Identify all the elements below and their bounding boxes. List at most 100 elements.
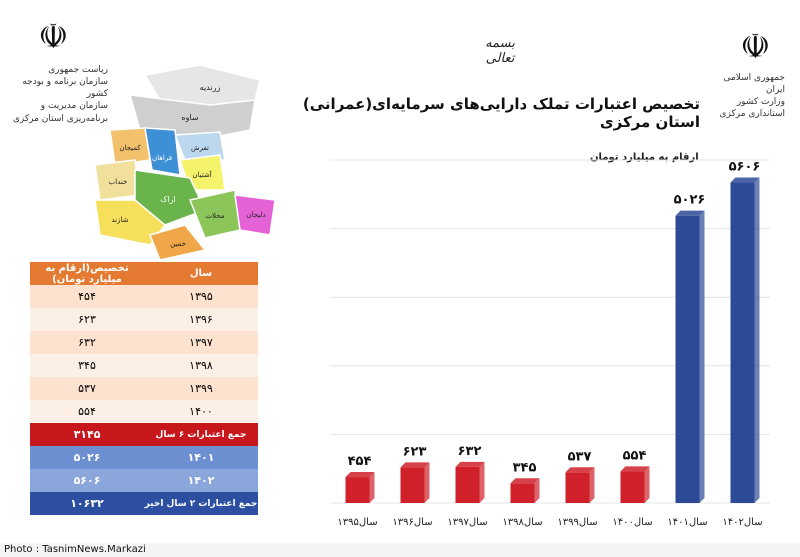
chart-bar bbox=[400, 467, 425, 503]
table-cell-value: ۵۵۴ bbox=[30, 400, 144, 423]
map-region-arak bbox=[134, 169, 207, 226]
chart-bar-side bbox=[479, 461, 485, 503]
chart-value-label: ۴۵۴ bbox=[348, 454, 372, 469]
chart-category-label: سال۱۳۹۶ bbox=[392, 517, 432, 528]
map-region-tafresh bbox=[173, 131, 226, 161]
table-header-year: سال bbox=[144, 262, 258, 285]
chart-value-label: ۵۶۰۶ bbox=[729, 160, 761, 175]
map-label: زرندیه bbox=[200, 83, 221, 92]
chart-bar-side bbox=[644, 466, 650, 503]
table-cell-year: ۱۴۰۱ bbox=[144, 446, 258, 469]
table-cell-value: ۴۵۴ bbox=[30, 285, 144, 308]
basmala: بسمه تعالی bbox=[485, 36, 515, 66]
chart-category-label: سال۱۴۰۱ bbox=[667, 517, 707, 528]
table-total6-label: جمع اعتبارات ۶ سال bbox=[144, 423, 258, 446]
table-header-value: تخصیص(ارقام به میلیارد تومان) bbox=[30, 262, 144, 285]
map-label: خمین bbox=[170, 240, 186, 248]
map-region-khomein bbox=[148, 224, 207, 260]
chart-bar bbox=[730, 182, 755, 503]
table-cell-value: ۶۳۲ bbox=[30, 331, 144, 354]
photo-credit: Photo : TasnimNews.Markazi bbox=[0, 543, 800, 557]
chart-bar-side bbox=[699, 210, 705, 503]
map-label: شازند bbox=[111, 216, 128, 224]
chart-value-label: ۶۲۳ bbox=[403, 444, 427, 459]
map-label: فراهان bbox=[152, 154, 172, 162]
map-label: محلات bbox=[205, 212, 224, 220]
chart-category-label: سال۱۳۹۸ bbox=[502, 517, 542, 528]
table-row-recent: ۵۶۰۶ ۱۴۰۲ bbox=[30, 469, 258, 492]
markazi-map: زرندیه ساوه تفرش کمیجان فراهان آشتیان خن… bbox=[94, 64, 276, 260]
chart-value-label: ۳۴۵ bbox=[513, 460, 537, 475]
map-region-farahan bbox=[144, 127, 181, 176]
chart-bar-side bbox=[369, 472, 375, 503]
table-cell-year: ۱۴۰۰ bbox=[144, 400, 258, 423]
table-cell-year: ۱۳۹۸ bbox=[144, 354, 258, 377]
map-label: آشتیان bbox=[192, 170, 212, 179]
chart-bar bbox=[675, 215, 700, 503]
left-org-line: ریاست جمهوری bbox=[48, 65, 108, 75]
table-total2-label: جمع اعتبارات ۲ سال اخیر bbox=[144, 492, 258, 515]
table-cell-year: ۱۳۹۹ bbox=[144, 377, 258, 400]
chart-unit-label: ارقام به میلیارد تومان bbox=[590, 152, 699, 163]
map-label: خنداب bbox=[109, 178, 128, 186]
table-cell-year: ۱۳۹۷ bbox=[144, 331, 258, 354]
chart-bar-side bbox=[589, 467, 595, 503]
chart-bar-top bbox=[675, 210, 705, 216]
table-row-recent: ۵۰۲۶ ۱۴۰۱ bbox=[30, 446, 258, 469]
chart-bar-side bbox=[424, 462, 430, 503]
chart-category-label: سال۱۳۹۷ bbox=[447, 517, 487, 528]
chart-bar-top bbox=[510, 478, 540, 484]
table-total6-value: ۳۱۴۵ bbox=[30, 423, 144, 446]
chart-category-label: سال۱۴۰۰ bbox=[612, 517, 652, 528]
right-org-line: استانداری مرکزی bbox=[719, 109, 785, 120]
chart-bar-side bbox=[754, 177, 760, 503]
chart-bar bbox=[565, 472, 590, 503]
chart-value-label: ۶۳۲ bbox=[458, 444, 482, 459]
table-total2-value: ۱۰۶۳۲ bbox=[30, 492, 144, 515]
table-row: ۵۳۷ ۱۳۹۹ bbox=[30, 377, 258, 400]
allocation-table: تخصیص(ارقام به میلیارد تومان) سال ۴۵۴ ۱۳… bbox=[30, 262, 258, 515]
iran-emblem-icon-right: ☫ bbox=[740, 27, 771, 67]
map-region-delijan bbox=[234, 194, 276, 236]
chart-bar-top bbox=[620, 466, 650, 472]
table-total2-row: ۱۰۶۳۲ جمع اعتبارات ۲ سال اخیر bbox=[30, 492, 258, 515]
table-row: ۳۴۵ ۱۳۹۸ bbox=[30, 354, 258, 377]
left-org-line: سازمان مدیریت و برنامه‌ریزی استان مرکزی bbox=[12, 101, 108, 124]
chart-bar-top bbox=[345, 472, 375, 478]
chart-value-label: ۵۳۷ bbox=[568, 449, 592, 464]
table-cell-value: ۶۲۳ bbox=[30, 308, 144, 331]
chart-bar-top bbox=[455, 461, 485, 467]
left-org-text: ریاست جمهوری سازمان برنامه و بودجه کشور … bbox=[8, 64, 108, 125]
bar-chart: ۴۵۴ سال۱۳۹۵ ۶۲۳ سال۱۳۹۶ ۶۳۲ سال۱۳۹۷ ۳۴۵ سال۱۳۹۸… bbox=[330, 159, 770, 528]
map-label: اراک bbox=[160, 195, 175, 204]
map-label: دلیجان bbox=[246, 211, 265, 219]
table-cell-value: ۳۴۵ bbox=[30, 354, 144, 377]
table-cell-value: ۵۶۰۶ bbox=[30, 469, 144, 492]
chart-bar bbox=[345, 477, 370, 503]
map-label: کمیجان bbox=[119, 144, 141, 152]
table-cell-value: ۵۳۷ bbox=[30, 377, 144, 400]
chart-bar-top bbox=[730, 177, 760, 183]
table-row: ۶۲۳ ۱۳۹۶ bbox=[30, 308, 258, 331]
iran-emblem-icon-left: ☫ bbox=[38, 17, 69, 57]
table-total6-row: ۳۱۴۵ جمع اعتبارات ۶ سال bbox=[30, 423, 258, 446]
right-org-line: وزارت کشور bbox=[736, 97, 785, 108]
chart-category-label: سال۱۳۹۹ bbox=[557, 517, 597, 528]
chart-category-label: سال۱۳۹۵ bbox=[337, 517, 377, 528]
chart-bar bbox=[455, 466, 480, 503]
chart-value-label: ۵۰۲۶ bbox=[674, 193, 706, 208]
table-row: ۶۳۲ ۱۳۹۷ bbox=[30, 331, 258, 354]
chart-bar-top bbox=[400, 462, 430, 468]
right-org-line: جمهوری اسلامی ایران bbox=[723, 73, 785, 96]
chart-category-label: سال۱۴۰۲ bbox=[722, 517, 762, 528]
table-cell-year: ۱۳۹۶ bbox=[144, 308, 258, 331]
table-cell-year: ۱۳۹۵ bbox=[144, 285, 258, 308]
table-row: ۵۵۴ ۱۴۰۰ bbox=[30, 400, 258, 423]
left-org-line: سازمان برنامه و بودجه کشور bbox=[22, 77, 108, 100]
table-header-row: تخصیص(ارقام به میلیارد تومان) سال bbox=[30, 262, 258, 285]
table-row: ۴۵۴ ۱۳۹۵ bbox=[30, 285, 258, 308]
map-label: ساوه bbox=[181, 113, 198, 122]
chart-bar-top bbox=[565, 467, 595, 473]
page-title: تخصیص اعتبارات تملک دارایی‌های سرمایه‌ای… bbox=[302, 95, 700, 131]
chart-bar-side bbox=[534, 478, 540, 503]
